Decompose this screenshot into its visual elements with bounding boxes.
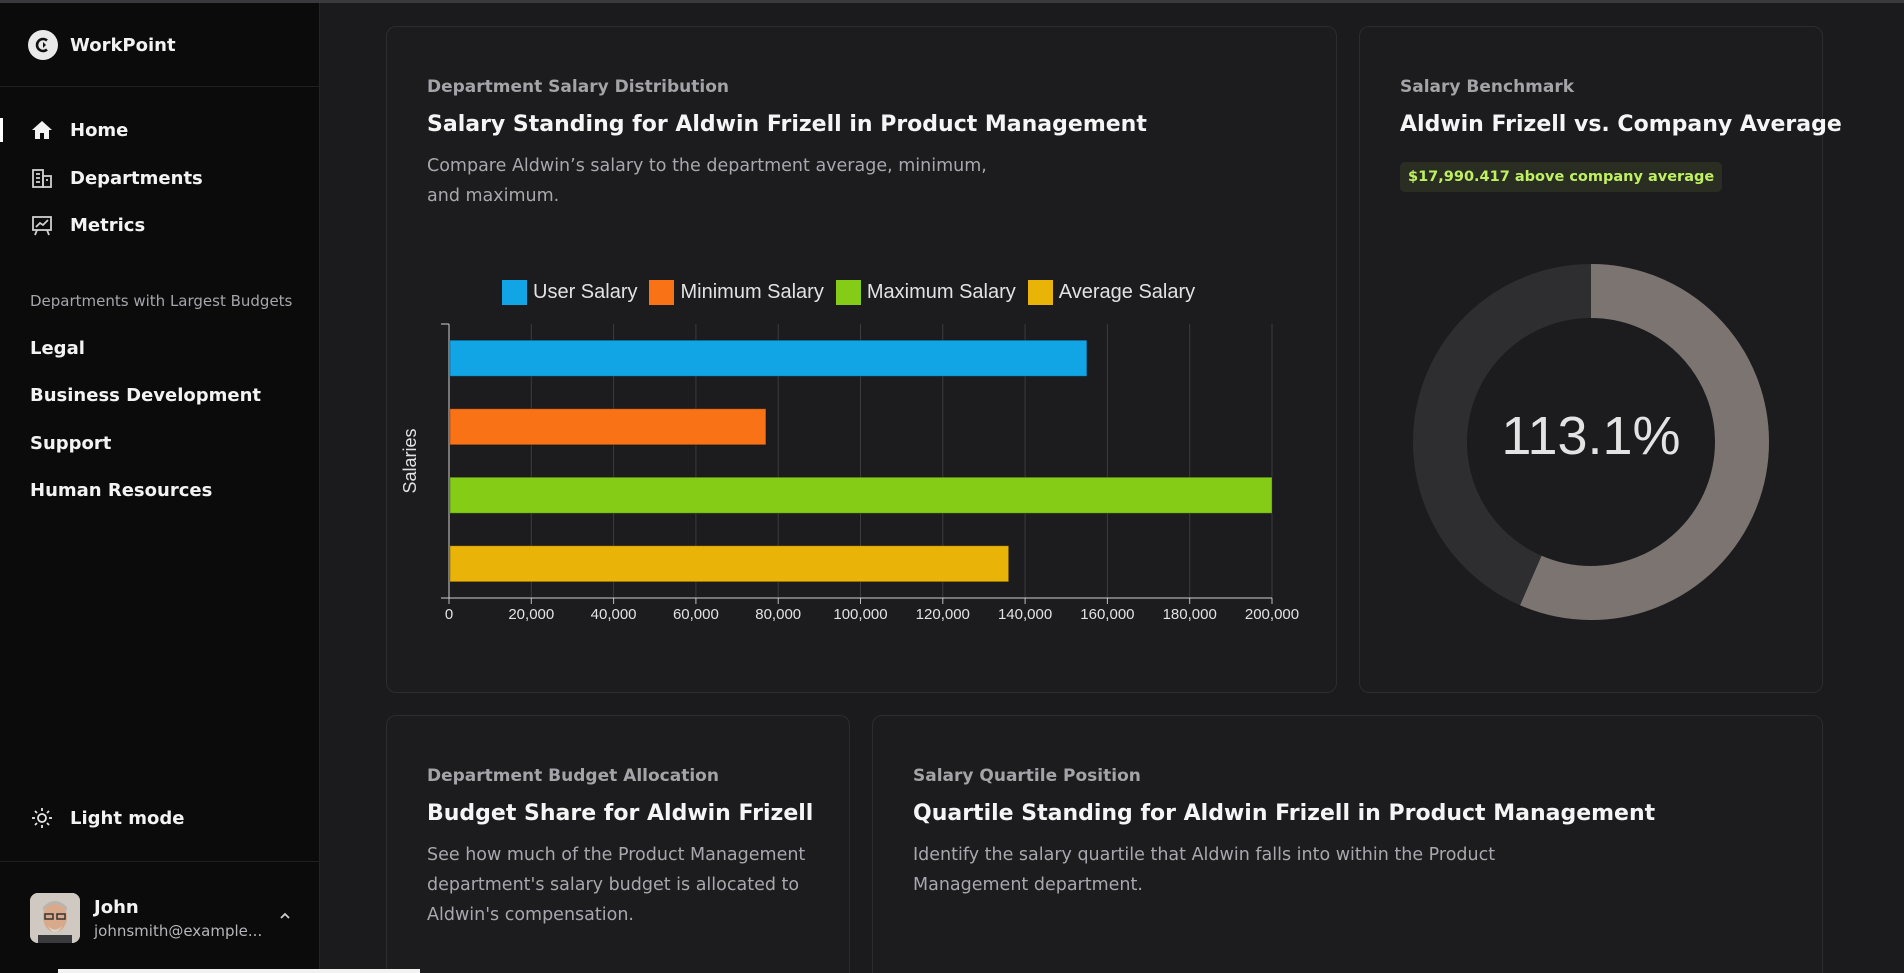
legend-label: Minimum Salary (680, 281, 824, 303)
app-name: WorkPoint (70, 34, 176, 56)
x-tick-label: 0 (445, 606, 453, 623)
card-eyebrow: Salary Benchmark (1400, 77, 1575, 97)
legend-swatch (835, 280, 861, 305)
sidebar-dept-support[interactable]: Support (30, 433, 112, 454)
card-eyebrow: Department Budget Allocation (427, 766, 719, 786)
legend-swatch (502, 280, 527, 305)
legend-label: User Salary (533, 281, 638, 303)
x-tick-label: 100,000 (833, 606, 887, 623)
chevron-up-icon (278, 908, 292, 927)
horizontal-scrollbar[interactable] (58, 969, 420, 973)
card-title: Salary Standing for Aldwin Frizell in Pr… (427, 112, 1147, 137)
x-tick-label: 120,000 (916, 606, 970, 623)
card-title: Budget Share for Aldwin Frizell (427, 801, 814, 826)
legend-item[interactable]: Maximum Salary (835, 280, 1016, 305)
sidebar-dept-legal[interactable]: Legal (30, 338, 85, 359)
quartile-position-card (872, 715, 1823, 973)
x-tick-label: 60,000 (673, 606, 719, 623)
chart-board-icon (30, 213, 54, 237)
user-email: johnsmith@example... (94, 921, 263, 940)
x-tick-label: 40,000 (591, 606, 637, 623)
sidebar-divider (0, 861, 320, 862)
x-tick-label: 180,000 (1163, 606, 1217, 623)
light-mode-toggle[interactable]: Light mode (30, 806, 184, 830)
salary-bar-chart: 0 20,000 40,000 60,000 80,000 100,000 120,000 1… (400, 323, 1299, 623)
card-description: Compare Aldwin’s salary to the departmen… (427, 156, 987, 206)
user-menu[interactable]: John johnsmith@example... (30, 892, 292, 944)
light-mode-label: Light mode (70, 807, 185, 829)
legend-item[interactable]: Minimum Salary (649, 280, 824, 305)
nav-label: Home (70, 119, 129, 141)
nav-label: Departments (70, 167, 203, 189)
x-tick-label: 20,000 (508, 606, 554, 623)
building-icon (30, 166, 54, 190)
donut-percent-label: 113.1% (1501, 406, 1681, 466)
nav-label: Metrics (70, 214, 146, 236)
card-description: See how much of the Product Management d… (427, 845, 806, 925)
above-average-badge: $17,990.417 above company average (1400, 162, 1723, 192)
legend-label: Maximum Salary (866, 281, 1016, 303)
workpoint-logo-icon (28, 30, 58, 60)
nav-item-departments[interactable]: Departments (0, 158, 320, 198)
departments-section-label: Departments with Largest Budgets (30, 292, 293, 310)
sun-icon (30, 806, 54, 830)
sidebar-dept-business-development[interactable]: Business Development (30, 385, 262, 406)
card-title: Aldwin Frizell vs. Company Average (1400, 112, 1842, 137)
legend-label: Average Salary (1058, 281, 1196, 303)
x-tick-label: 140,000 (998, 606, 1052, 623)
x-tick-label: 160,000 (1080, 606, 1134, 623)
user-name: John (94, 896, 139, 918)
donut-value-arc (1413, 264, 1769, 620)
bar-average-salary (449, 545, 1010, 583)
card-eyebrow: Salary Quartile Position (913, 766, 1141, 786)
legend-swatch (1027, 280, 1053, 305)
x-tick-label: 200,000 (1245, 606, 1299, 623)
card-description: Identify the salary quartile that Aldwin… (913, 845, 1496, 895)
legend-item[interactable]: User Salary (502, 280, 637, 305)
benchmark-donut (1413, 264, 1769, 620)
card-eyebrow: Department Salary Distribution (427, 77, 729, 97)
nav-item-metrics[interactable]: Metrics (0, 205, 320, 245)
sidebar-dept-human-resources[interactable]: Human Resources (30, 480, 213, 501)
sidebar-divider (0, 86, 320, 87)
bar-minimum-salary (449, 408, 767, 446)
legend-swatch (649, 280, 675, 305)
bar-maximum-salary (449, 476, 1273, 514)
window-top-border (0, 0, 1904, 3)
user-info: John johnsmith@example... (94, 897, 262, 940)
brand[interactable]: WorkPoint (28, 30, 176, 60)
chart-legend: User Salary Minimum Salary Maximum Salary A… (502, 280, 1195, 305)
y-axis-label: Salaries (400, 428, 420, 493)
budget-allocation-card (386, 715, 850, 973)
nav-item-home[interactable]: Home (0, 110, 320, 150)
bar-user-salary (449, 339, 1088, 377)
sidebar: WorkPoint Home Departments Metrics Depar… (0, 0, 320, 973)
legend-item[interactable]: Average Salary (1027, 280, 1196, 305)
avatar (30, 893, 80, 943)
home-icon (30, 118, 54, 142)
card-title: Quartile Standing for Aldwin Frizell in … (913, 801, 1656, 826)
x-tick-label: 80,000 (755, 606, 801, 623)
